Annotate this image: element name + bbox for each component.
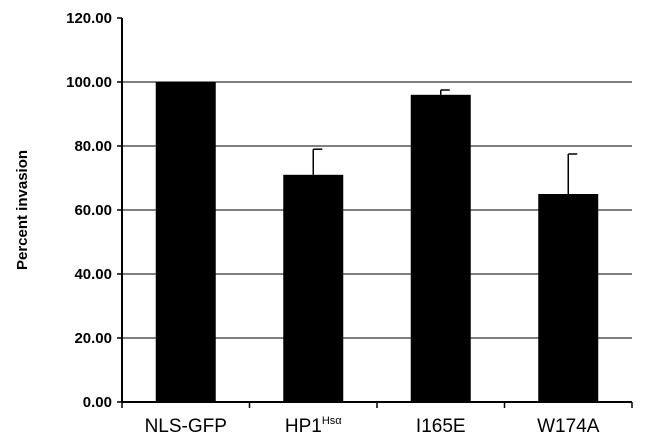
x-category-label: W174A: [537, 416, 600, 437]
axes: [121, 18, 633, 408]
x-category-label: I165E: [416, 416, 466, 437]
y-axis-title: Percent invasion: [14, 150, 31, 270]
y-tick-label: 0.00: [83, 394, 112, 411]
y-tick-label: 60.00: [74, 202, 112, 219]
y-tick-label: 80.00: [74, 138, 112, 155]
y-tick-label: 120.00: [66, 10, 112, 27]
x-category-label: HP1Hsα: [285, 415, 342, 437]
x-category-label: NLS-GFP: [145, 416, 227, 437]
y-axis-ticks: 0.00 20.00 40.00 60.00 80.00 100.00 120.00: [66, 10, 122, 411]
bar: [155, 82, 216, 402]
x-axis-labels: NLS-GFP HP1Hsα I165E W174A: [145, 415, 600, 437]
y-tick-label: 100.00: [66, 74, 112, 91]
bar: [283, 174, 344, 402]
y-tick-label: 20.00: [74, 330, 112, 347]
bar: [538, 194, 599, 402]
y-tick-label: 40.00: [74, 266, 112, 283]
error-bars: [312, 89, 578, 194]
bar: [410, 94, 471, 403]
bars: [155, 82, 599, 403]
